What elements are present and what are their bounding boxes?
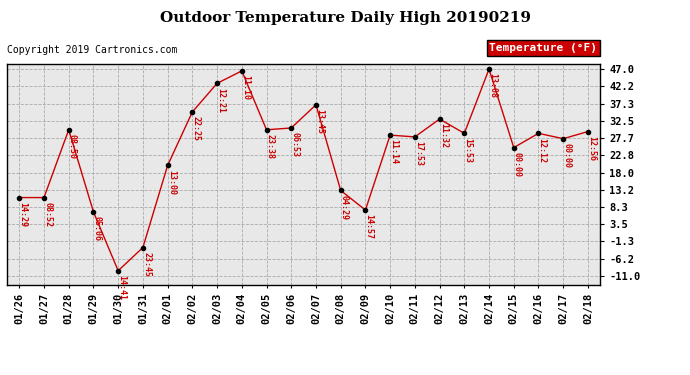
- Text: 15:53: 15:53: [464, 138, 473, 163]
- Text: 08:52: 08:52: [43, 202, 52, 227]
- Text: 00:00: 00:00: [562, 143, 571, 168]
- Text: 23:45: 23:45: [142, 252, 151, 277]
- Text: 04:29: 04:29: [340, 195, 349, 220]
- Text: Copyright 2019 Cartronics.com: Copyright 2019 Cartronics.com: [7, 45, 177, 55]
- Text: 23:38: 23:38: [266, 134, 275, 159]
- Text: 00:00: 00:00: [513, 152, 522, 177]
- Text: Temperature (°F): Temperature (°F): [489, 43, 598, 53]
- Text: 14:41: 14:41: [117, 275, 126, 300]
- Text: 14:57: 14:57: [364, 214, 373, 239]
- Text: 12:21: 12:21: [216, 88, 225, 112]
- Text: 06:53: 06:53: [290, 132, 299, 157]
- Text: 05:06: 05:06: [92, 216, 101, 241]
- Text: Outdoor Temperature Daily High 20190219: Outdoor Temperature Daily High 20190219: [159, 11, 531, 25]
- Text: 12:56: 12:56: [587, 136, 596, 161]
- Text: 11:10: 11:10: [241, 75, 250, 100]
- Text: 14:29: 14:29: [19, 202, 28, 227]
- Text: 13:45: 13:45: [315, 109, 324, 134]
- Text: 17:53: 17:53: [414, 141, 423, 166]
- Text: 22:25: 22:25: [192, 116, 201, 141]
- Text: 13:08: 13:08: [489, 74, 497, 98]
- Text: 13:00: 13:00: [167, 170, 176, 195]
- Text: 11:32: 11:32: [439, 123, 448, 148]
- Text: 12:12: 12:12: [538, 138, 546, 163]
- Text: 11:14: 11:14: [389, 140, 398, 164]
- Text: 08:50: 08:50: [68, 134, 77, 159]
